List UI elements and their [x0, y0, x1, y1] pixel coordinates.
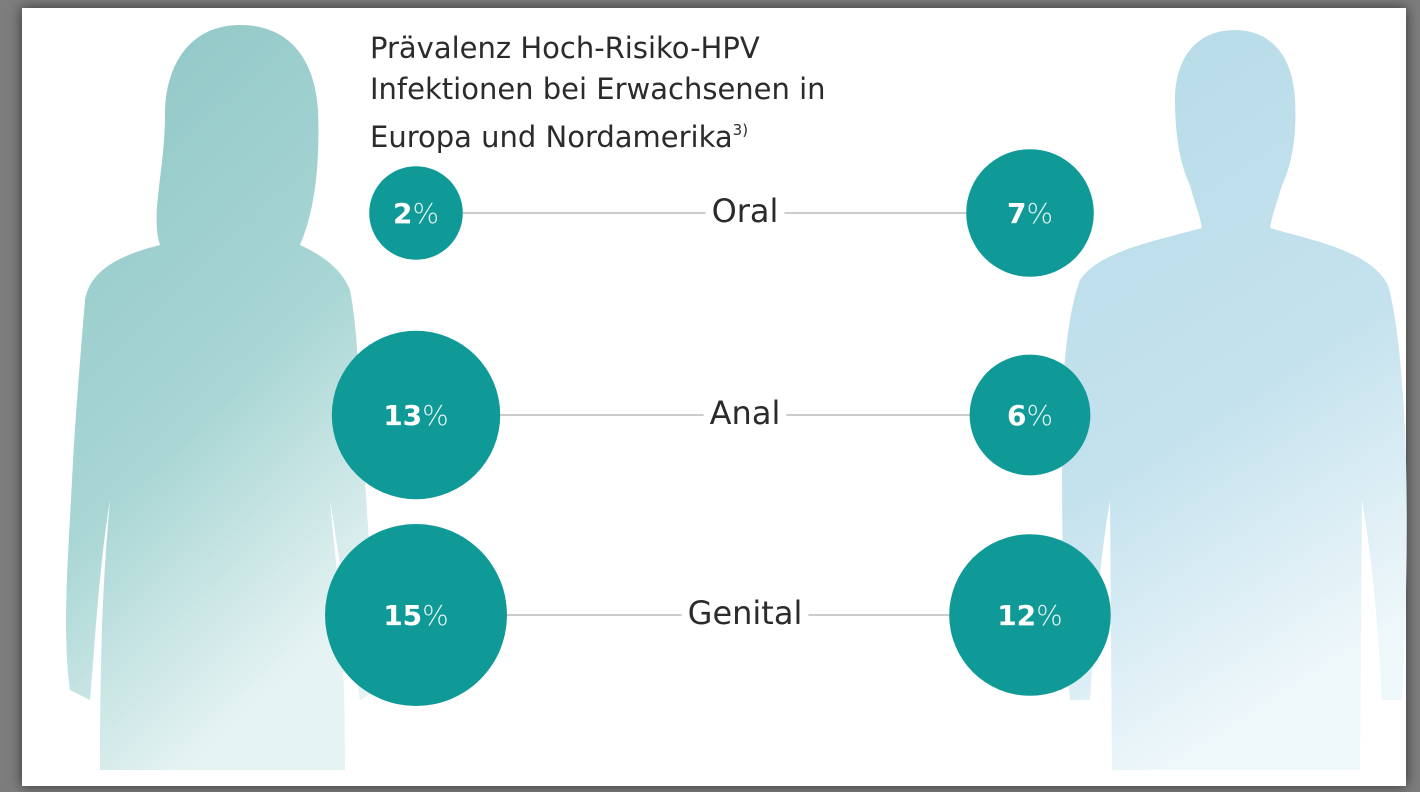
page: Oral Anal Genital 2% 13% 15% 7% 6% 12% Prävalenz… [0, 0, 1420, 792]
value-label: 6% [1007, 399, 1053, 432]
chart-title: Prävalenz Hoch-Risiko-HPV Infektionen be… [370, 28, 930, 158]
value-label: 7% [1007, 197, 1053, 230]
title-footnote: 3) [733, 121, 748, 139]
male-silhouette [1062, 30, 1407, 770]
value-label: 12% [997, 599, 1063, 632]
value-label: 15% [383, 599, 449, 632]
value-label: 2% [393, 197, 439, 230]
category-label: Genital [688, 594, 803, 632]
female-silhouette [66, 25, 378, 770]
category-label: Oral [712, 192, 779, 230]
value-label: 13% [383, 399, 449, 432]
title-text: Prävalenz Hoch-Risiko-HPV Infektionen be… [370, 31, 826, 154]
category-label: Anal [710, 394, 781, 432]
